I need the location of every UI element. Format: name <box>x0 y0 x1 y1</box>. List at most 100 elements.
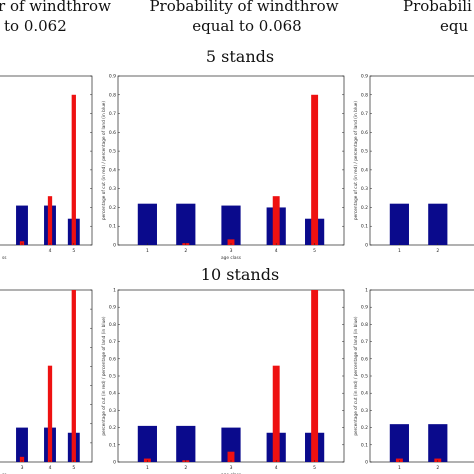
x-tick-label: 1 <box>146 248 149 254</box>
y-tick-label: 0.6 <box>361 130 368 136</box>
bar-land <box>137 203 157 245</box>
y-tick-label: 0.7 <box>361 111 368 117</box>
y-tick-label: 0.5 <box>109 374 116 380</box>
x-tick-label: 2 <box>184 248 187 254</box>
x-tick-label: 4 <box>275 248 278 254</box>
x-tick-label: 5 <box>313 465 316 471</box>
bar-cut <box>272 196 280 245</box>
x-tick-label: 2 <box>184 465 187 471</box>
y-axis-label: percentage of cut (in red) / percentage … <box>101 101 107 221</box>
x-axis-label: age class <box>221 255 242 261</box>
y-tick-label: 0.7 <box>109 339 116 345</box>
y-tick-label: 0.3 <box>109 186 116 192</box>
bar-land <box>221 205 241 245</box>
bar-land <box>176 203 196 245</box>
bar-cut <box>311 290 319 462</box>
bar-cut <box>47 196 53 245</box>
bar-cut <box>19 456 25 462</box>
y-tick-label: 0.5 <box>109 149 116 155</box>
x-tick-label: 5 <box>72 465 75 471</box>
y-tick-label: 0.4 <box>361 391 368 397</box>
x-tick-label: 1 <box>146 465 149 471</box>
x-axis-label: age class <box>221 472 242 474</box>
y-axis-label: percentage of cut (in red) / percentage … <box>101 316 107 436</box>
y-tick-label: 0.2 <box>361 425 368 431</box>
col2-header-line1: Probability of windthrow <box>149 0 339 15</box>
y-tick-label: 0.8 <box>361 322 368 328</box>
x-tick-label: 4 <box>49 465 52 471</box>
y-tick-label: 0.1 <box>109 442 116 448</box>
x-tick-label: 4 <box>275 465 278 471</box>
y-tick-label: 0.4 <box>109 167 116 173</box>
y-tick-label: 0 <box>113 460 116 466</box>
y-axis-label: percentage of cut (in red) / percentage … <box>353 316 359 436</box>
bar-land <box>16 427 28 462</box>
bar-land <box>137 425 157 462</box>
chart-frame <box>369 75 474 246</box>
y-tick-label: 0.6 <box>361 356 368 362</box>
y-tick-label: 0.2 <box>361 205 368 211</box>
x-axis-label: ss <box>2 256 7 261</box>
bar-land <box>176 425 196 462</box>
chart-5stands-0.068: 0 0.1 0.2 0.3 0.4 0.5 0.6 0.7 0.8 0.9 1 2 3 4 5 age cla… <box>101 74 345 261</box>
bar-land <box>16 205 28 245</box>
y-tick-label: 0.5 <box>361 374 368 380</box>
y-tick-label: 0.2 <box>109 425 116 431</box>
y-tick-label: 0.8 <box>109 92 116 98</box>
bar-land <box>389 424 409 462</box>
bar-land <box>428 424 448 462</box>
x-tick-label: 1 <box>398 465 401 471</box>
chart-5stands-third: 0 0.1 0.2 0.3 0.4 0.5 0.6 0.7 0.8 0.9 1 2 percentage… <box>353 74 474 254</box>
y-tick-label: 0 <box>365 460 368 466</box>
x-tick-label: 1 <box>398 248 401 254</box>
bar-cut <box>227 451 235 462</box>
chart-10stands-0.062: 2345ss <box>0 289 93 474</box>
y-tick-label: 0.6 <box>109 356 116 362</box>
y-tick-label: 0.7 <box>109 111 116 117</box>
y-tick-label: 0.9 <box>361 74 368 80</box>
y-tick-label: 0.6 <box>109 130 116 136</box>
y-tick-label: 1 <box>365 288 368 294</box>
x-tick-label: 5 <box>313 248 316 254</box>
chart-5stands-0.062: 4 5 ss <box>0 75 93 261</box>
y-tick-label: 0.4 <box>109 391 116 397</box>
x-tick-label: 4 <box>49 248 52 254</box>
y-tick-label: 0.3 <box>361 408 368 414</box>
chart-frame <box>369 289 474 463</box>
bar-cut <box>47 365 53 462</box>
y-tick-label: 0.3 <box>109 408 116 414</box>
y-tick-label: 0.2 <box>109 205 116 211</box>
bar-land <box>428 203 448 245</box>
row2-title: 10 stands <box>200 265 280 284</box>
y-tick-label: 0 <box>113 243 116 249</box>
y-tick-label: 0.5 <box>361 149 368 155</box>
bar-cut <box>227 239 235 245</box>
bar-cut <box>71 290 76 462</box>
x-tick-label: 3 <box>230 465 233 471</box>
y-tick-label: 0.8 <box>361 92 368 98</box>
chart-10stands-0.068: 0 0.1 0.2 0.3 0.4 0.5 0.6 0.7 0.8 0.9 1 1 2 3 4 5 age cl… <box>101 288 345 474</box>
y-tick-label: 0.1 <box>361 224 368 230</box>
charts-group: 4 5 ss 0 0.1 0.2 0.3 0.4 0.5 0.6 0.7 0.8 0.9 1 2 3 4 5 age… <box>0 74 474 474</box>
bar-cut <box>71 94 76 246</box>
x-tick-label: 2 <box>436 248 439 254</box>
x-tick-label: 2 <box>436 465 439 471</box>
x-tick-label: 3 <box>230 248 233 254</box>
y-tick-label: 0 <box>365 243 368 249</box>
row1-title: 5 stands <box>205 47 275 66</box>
y-tick-label: 0.9 <box>109 305 116 311</box>
y-tick-label: 0.9 <box>361 305 368 311</box>
bar-cut <box>272 365 280 462</box>
bar-cut <box>311 94 319 246</box>
chart-10stands-third: 0 0.1 0.2 0.3 0.4 0.5 0.6 0.7 0.8 0.9 1 1 2 percentag… <box>353 288 474 471</box>
y-tick-label: 1 <box>113 288 116 294</box>
x-tick-label: 5 <box>72 248 75 254</box>
col2-header-line2: equal to 0.068 <box>192 17 302 35</box>
y-tick-label: 0.1 <box>361 442 368 448</box>
col1-header-line2: to 0.062 <box>4 17 67 35</box>
y-axis-label: percentage of cut (in red) / percentage … <box>353 101 359 221</box>
y-tick-label: 0.1 <box>109 224 116 230</box>
y-tick-label: 0.3 <box>361 186 368 192</box>
y-tick-label: 0.4 <box>361 167 368 173</box>
